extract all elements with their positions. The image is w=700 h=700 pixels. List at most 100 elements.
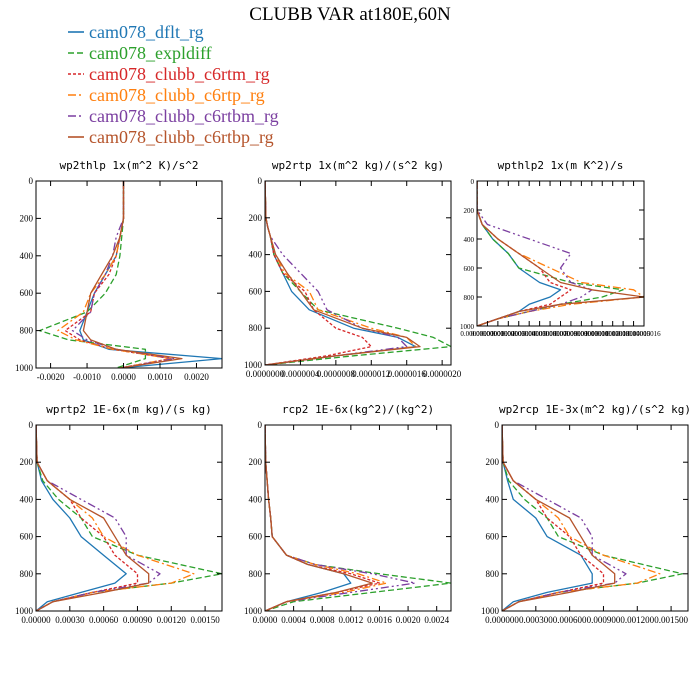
- panel-title: wp2rcp 1E-3x(m^2 kg)/(s^2 kg): [499, 403, 691, 416]
- y-tick-label: 400: [249, 494, 263, 504]
- series-line: [502, 425, 616, 611]
- y-tick-label: 600: [20, 532, 34, 542]
- series-line: [265, 425, 352, 611]
- series-line: [36, 425, 222, 611]
- series-line: [502, 425, 627, 611]
- y-tick-label: 1000: [244, 606, 263, 616]
- x-tick-label: 0.0000008: [317, 369, 356, 379]
- y-tick-label: 400: [20, 251, 34, 261]
- x-tick-label: 0.000000: [485, 615, 519, 625]
- x-tick-label: 0.0000: [111, 372, 136, 382]
- y-tick-label: 400: [486, 494, 500, 504]
- x-tick-label: -0.0020: [37, 372, 65, 382]
- x-tick-label: 0.00000014: [607, 330, 641, 338]
- x-tick-label: 0.00000010: [565, 330, 599, 338]
- series-line: [265, 181, 408, 365]
- x-tick-label: 0.00120: [157, 615, 187, 625]
- series-line: [265, 425, 416, 611]
- legend-label: cam078_clubb_c6rtm_rg: [89, 64, 270, 84]
- series-line: [265, 425, 373, 611]
- x-tick-label: 0.00000004: [502, 330, 536, 338]
- x-tick-label: 0.000300: [519, 615, 553, 625]
- y-tick-label: 400: [20, 494, 34, 504]
- y-tick-label: 200: [20, 457, 34, 467]
- y-tick-label: 1000: [15, 606, 34, 616]
- legend-label: cam078_dflt_rg: [89, 22, 204, 42]
- y-tick-label: 800: [249, 569, 263, 579]
- y-tick-label: 0: [29, 176, 34, 186]
- legend-label: cam078_clubb_c6rtp_rg: [89, 85, 265, 105]
- x-tick-label: 0.0010: [148, 372, 173, 382]
- y-tick-label: 200: [20, 213, 34, 223]
- series-line: [265, 181, 421, 365]
- x-tick-label: 0.00000008: [544, 330, 578, 338]
- series-line: [64, 181, 172, 368]
- y-tick-label: 800: [464, 294, 475, 302]
- x-tick-label: 0.0012: [338, 615, 363, 625]
- series-line: [265, 425, 381, 611]
- series-group: [36, 425, 222, 611]
- x-tick-label: 0.0004: [281, 615, 306, 625]
- panel-3: wpthlp2 1x(m K^2)/s020040060080010000.00…: [460, 159, 661, 338]
- series-line: [36, 425, 150, 611]
- x-tick-label: 0.00000: [21, 615, 51, 625]
- y-tick-label: 1000: [15, 363, 34, 373]
- x-tick-label: 0.00000016: [627, 330, 661, 338]
- x-tick-label: 0.000900: [587, 615, 621, 625]
- x-tick-label: 0.0020: [184, 372, 209, 382]
- x-tick-label: 0.00000006: [523, 330, 557, 338]
- plot-frame: [501, 424, 689, 612]
- y-tick-label: 0: [471, 178, 475, 186]
- panel-title: rcp2 1E-6x(kg^2)/(kg^2): [282, 403, 434, 416]
- y-tick-label: 1000: [244, 360, 263, 370]
- x-tick-label: 0.000600: [553, 615, 587, 625]
- x-tick-label: 0.00000011: [575, 330, 608, 338]
- x-tick-label: 0.0020: [396, 615, 421, 625]
- series-group: [477, 181, 644, 326]
- x-tick-label: 0.0024: [424, 615, 449, 625]
- legend-label: cam078_clubb_c6rtbm_rg: [89, 106, 279, 126]
- y-tick-label: 800: [249, 323, 263, 333]
- y-tick-label: 200: [464, 207, 475, 215]
- series-line: [36, 425, 139, 611]
- series-line: [57, 181, 172, 368]
- series-line: [477, 181, 593, 326]
- x-tick-label: 0.00090: [123, 615, 153, 625]
- series-line: [502, 425, 605, 611]
- series-line: [502, 425, 661, 611]
- y-tick-label: 200: [249, 457, 263, 467]
- x-tick-label: 0.0016: [367, 615, 392, 625]
- x-tick-label: 0.0000000: [246, 369, 285, 379]
- series-group: [38, 181, 222, 368]
- series-line: [82, 181, 183, 368]
- x-tick-label: 0.00000007: [533, 330, 567, 338]
- y-tick-label: 1000: [460, 323, 475, 331]
- series-line: [36, 425, 127, 611]
- x-tick-label: 0.00150: [190, 615, 220, 625]
- x-tick-label: 0.001200: [620, 615, 654, 625]
- y-tick-label: 200: [486, 457, 500, 467]
- panel-6: wp2rcp 1E-3x(m^2 kg)/(s^2 kg) 0 200 400 600 8…: [481, 403, 691, 625]
- panel-title: wp2thlp 1x(m^2 K)/s^2: [59, 159, 198, 172]
- x-tick-label: 0.00000003: [492, 330, 526, 338]
- series-line: [265, 181, 451, 365]
- y-tick-label: 800: [20, 569, 34, 579]
- panel-2: wp2rtp 1x(m^2 kg)/(s^2 kg) 0 200 400 600 800 1…: [244, 159, 462, 379]
- x-tick-label: 0.00000009: [554, 330, 588, 338]
- plot-frame: [35, 424, 223, 612]
- x-tick-label: 0.00000005: [513, 330, 547, 338]
- x-tick-label: 0.001500: [654, 615, 688, 625]
- x-tick-label: 0.0008: [310, 615, 335, 625]
- legend-label: cam078_expldiff: [89, 43, 212, 63]
- y-tick-label: 400: [464, 236, 475, 244]
- series-group: [265, 181, 451, 365]
- x-tick-label: 0.0000004: [281, 369, 320, 379]
- series-line: [265, 181, 372, 365]
- legend: cam078_dflt_rgcam078_expldiffcam078_club…: [68, 22, 279, 147]
- x-tick-label: 0.00000013: [596, 330, 630, 338]
- figure-title: CLUBB VAR at180E,60N: [249, 4, 451, 25]
- series-line: [477, 181, 572, 326]
- x-tick-label: 0.0000020: [423, 369, 462, 379]
- plot-frame: [264, 424, 452, 612]
